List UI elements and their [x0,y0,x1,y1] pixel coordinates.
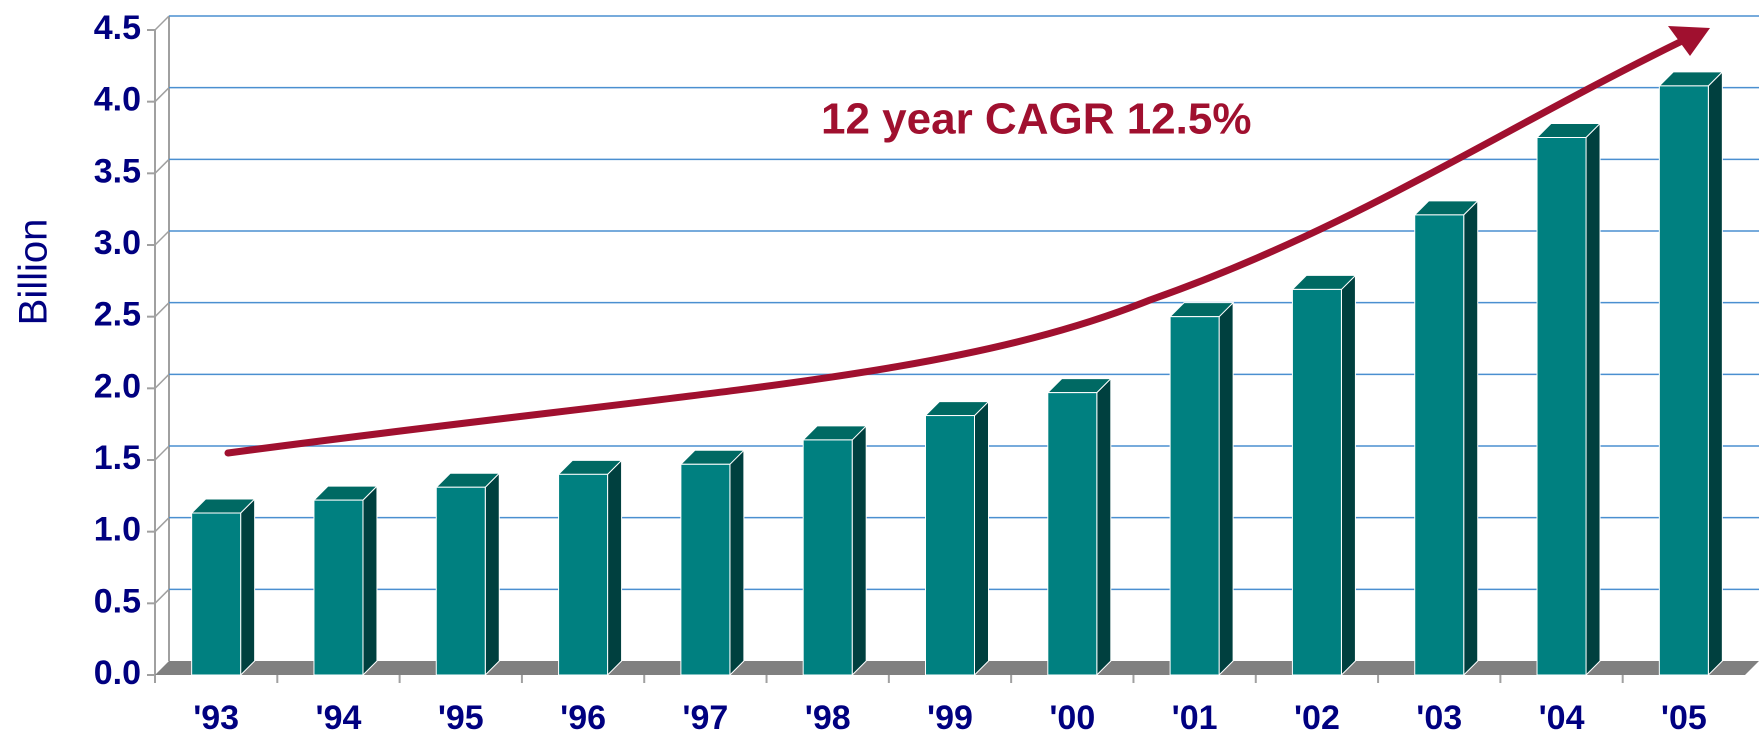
bar [191,512,242,676]
grid-line [154,588,170,604]
x-tick-label: '05 [1661,699,1707,737]
bar [435,486,486,676]
y-tick-label: 4.5 [94,9,141,47]
x-tick-label: '96 [560,699,606,737]
x-tick-label: '93 [193,699,239,737]
y-tick-label: 2.0 [94,367,141,405]
x-tick-label: '99 [927,699,973,737]
bar [313,499,364,676]
x-tick-label: '02 [1294,699,1340,737]
x-tick-label: '03 [1416,699,1462,737]
bar-side [1707,70,1723,677]
y-tick-label: 3.5 [94,152,141,190]
grid-line [154,230,170,246]
x-tick-label: '94 [316,699,362,737]
y-tick-label: 0.0 [94,654,141,692]
grid-line [154,15,170,31]
bar-side [729,449,745,677]
x-tick-label: '95 [438,699,484,737]
bar-side [607,459,623,677]
y-tick-label: 2.5 [94,296,141,334]
bar-side [1340,274,1356,677]
grid-line [154,302,170,318]
x-tick-label: '98 [805,699,851,737]
y-tick-label: 0.5 [94,582,141,620]
x-tick-label: '00 [1049,699,1095,737]
bar [680,463,731,676]
bar-side [1585,122,1601,677]
trend-arrow [224,38,1684,457]
x-tick-label: '01 [1172,699,1218,737]
bar [558,473,609,676]
y-tick-label: 1.0 [94,511,141,549]
grid-line [154,158,170,174]
bar [802,439,853,676]
bar-side [240,497,256,677]
bar-side [851,424,867,677]
arrow-head [1668,26,1710,56]
bar-side [974,400,989,677]
bar [1658,85,1709,676]
bar-side [362,484,378,677]
x-tick-label: '04 [1539,699,1585,737]
bar [1291,288,1342,676]
plot-area: 0.0 0.5 1.0 1.5 2.0 2.5 3.0 3.5 4.0 4.5 '93 '94 '95 '… [94,9,1759,737]
bar-side [1218,301,1234,677]
bar-side [484,472,500,677]
bar-side [1096,377,1112,677]
bar [1536,137,1587,676]
grid-line [154,445,170,461]
x-tick-label: '97 [682,699,728,737]
bar [1169,316,1220,676]
bar-side [1463,199,1479,677]
annotation: 12 year CAGR 12.5% [821,95,1251,144]
grid-line [154,373,170,389]
y-tick-label: 3.0 [94,224,141,262]
y-axis-label: Billion [12,219,56,326]
y-tick-label: 4.0 [94,81,141,119]
bar [1414,214,1465,676]
bar [1047,392,1098,676]
bar [925,415,975,676]
y-tick-label: 1.5 [94,439,141,477]
grid-line [154,517,170,533]
grid-line [154,87,170,103]
